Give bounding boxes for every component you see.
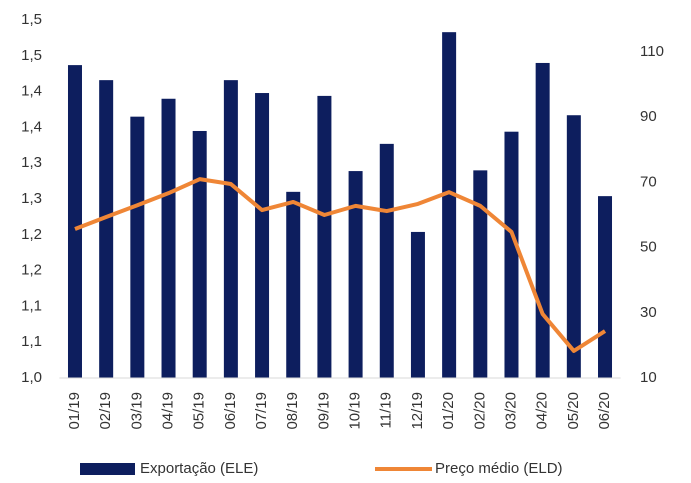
bar xyxy=(535,62,550,379)
bar xyxy=(286,191,301,378)
bar xyxy=(130,116,145,378)
x-tick-label: 01/20 xyxy=(440,392,457,430)
y-tick-label: 1,1 xyxy=(21,333,42,350)
x-tick-label: 03/19 xyxy=(128,392,145,430)
bar xyxy=(255,93,270,379)
bar xyxy=(504,131,519,378)
y-tick-label: 1,5 xyxy=(21,11,42,28)
x-tick-label: 01/19 xyxy=(66,392,83,430)
y2-tick-label: 10 xyxy=(640,369,657,386)
legend-label: Exportação (ELE) xyxy=(140,460,258,477)
x-tick-label: 02/19 xyxy=(97,392,114,430)
y-tick-label: 1,1 xyxy=(21,297,42,314)
bar xyxy=(67,65,82,378)
x-tick-label: 02/20 xyxy=(471,392,488,430)
y-tick-label: 1,2 xyxy=(21,226,42,243)
bar xyxy=(442,32,457,379)
x-tick-label: 05/19 xyxy=(191,392,208,430)
x-tick-label: 10/19 xyxy=(347,392,364,430)
x-tick-label: 04/20 xyxy=(534,392,551,430)
y-tick-label: 1,3 xyxy=(21,154,42,171)
y-tick-label: 1,3 xyxy=(21,190,42,207)
y2-tick-label: 90 xyxy=(640,108,657,125)
bar xyxy=(379,143,394,378)
y-tick-label: 1,2 xyxy=(21,262,42,279)
bar xyxy=(410,231,425,378)
legend-label: Preço médio (ELD) xyxy=(435,460,563,477)
line xyxy=(74,177,607,353)
y-tick-label: 1,0 xyxy=(21,369,42,386)
y-tick-label: 1,5 xyxy=(21,47,42,64)
bar xyxy=(99,80,114,379)
x-tick-label: 08/19 xyxy=(284,392,301,430)
bar xyxy=(192,130,207,378)
bar xyxy=(598,196,613,378)
x-tick-label: 05/20 xyxy=(565,392,582,430)
bar xyxy=(223,80,238,379)
y-tick-label: 1,4 xyxy=(21,83,42,100)
y-tick-label: 1,4 xyxy=(21,118,42,135)
bar xyxy=(348,171,363,378)
x-tick-label: 03/20 xyxy=(502,392,519,430)
x-tick-label: 07/19 xyxy=(253,392,270,430)
y2-tick-label: 70 xyxy=(640,173,657,190)
y2-tick-label: 30 xyxy=(640,304,657,321)
y2-tick-label: 50 xyxy=(640,239,657,256)
bar xyxy=(473,170,488,378)
x-tick-label: 09/19 xyxy=(315,392,332,430)
bar xyxy=(317,95,332,379)
x-tick-label: 11/19 xyxy=(378,392,395,428)
x-tick-label: 06/19 xyxy=(222,392,239,430)
legend-swatch xyxy=(80,463,135,475)
bar xyxy=(161,98,176,378)
x-tick-label: 06/20 xyxy=(596,392,613,430)
y2-tick-label: 110 xyxy=(640,43,664,60)
bar xyxy=(566,115,581,378)
x-tick-label: 04/19 xyxy=(159,392,176,430)
x-tick-label: 12/19 xyxy=(409,392,426,430)
